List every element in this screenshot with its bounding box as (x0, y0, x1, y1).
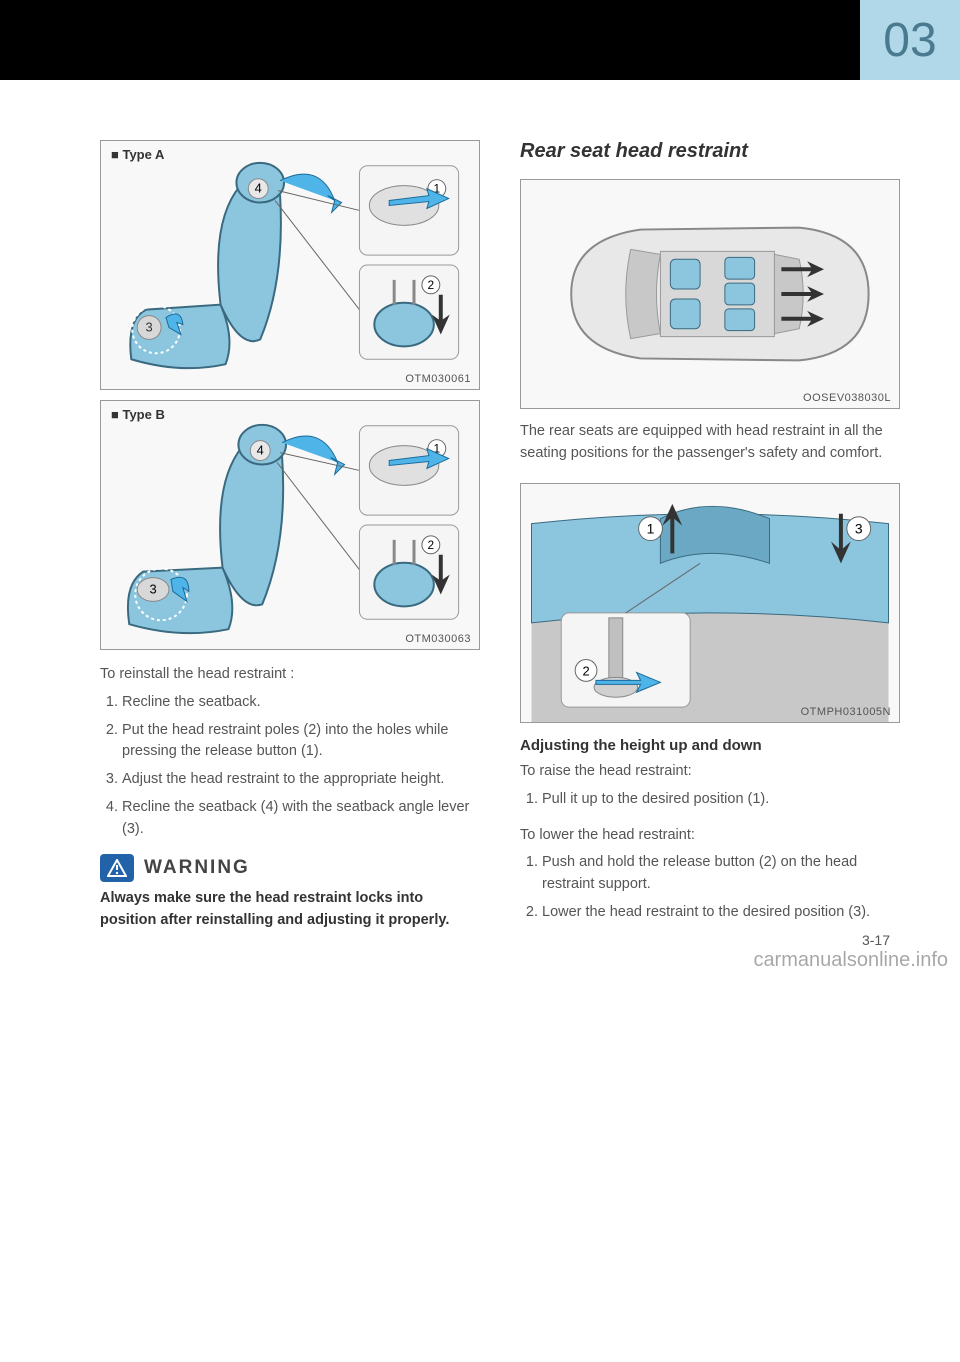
figure-rear-adjust: 1 3 2 OTMPH031005N (520, 483, 900, 723)
rear-headrest-svg: 1 3 2 (521, 484, 899, 722)
watermark: carmanualsonline.info (753, 949, 948, 972)
page-number: 3-17 (862, 932, 890, 948)
warning-header: WARNING (100, 854, 480, 882)
svg-text:2: 2 (428, 278, 435, 292)
list-item: Recline the seatback (4) with the seatba… (122, 797, 480, 841)
warning-icon (100, 854, 134, 882)
svg-text:2: 2 (428, 538, 435, 552)
chapter-number: 03 (883, 13, 936, 68)
right-column: Rear seat head restraint (520, 140, 900, 938)
car-top-svg (521, 180, 899, 408)
reinstall-intro: To reinstall the head restraint : (100, 664, 480, 686)
section-heading: Rear seat head restraint (520, 140, 900, 163)
figure-type-a: ■ Type A 3 4 (100, 140, 480, 390)
warning-block: WARNING Always make sure the head restra… (100, 854, 480, 932)
figure-code: OTM030061 (405, 373, 471, 385)
svg-text:4: 4 (255, 181, 262, 196)
rear-intro-text: The rear seats are equipped with head re… (520, 421, 900, 465)
chapter-tab: 03 (860, 0, 960, 80)
seat-diagram-a-svg: 3 4 1 (101, 141, 479, 389)
svg-text:1: 1 (647, 520, 655, 536)
figure-code: OTMPH031005N (801, 706, 891, 718)
raise-steps: Pull it up to the desired position (1). (520, 789, 900, 811)
svg-text:3: 3 (855, 520, 863, 536)
figure-code: OTM030063 (405, 633, 471, 645)
list-item: Lower the head restraint to the desired … (542, 902, 900, 924)
seat-diagram-b-svg: 3 4 1 2 (101, 401, 479, 649)
svg-text:2: 2 (582, 663, 589, 678)
figure-code: OOSEV038030L (803, 392, 891, 404)
svg-text:3: 3 (150, 581, 157, 596)
list-item: Pull it up to the desired position (1). (542, 789, 900, 811)
figure-top-view: OOSEV038030L (520, 179, 900, 409)
page-header: 03 (0, 0, 960, 80)
raise-intro: To raise the head restraint: (520, 761, 900, 783)
list-item: Adjust the head restraint to the appropr… (122, 769, 480, 791)
reinstall-steps: Recline the seatback. Put the head restr… (100, 692, 480, 841)
figure-label: ■ Type B (111, 407, 165, 422)
header-black-bar (0, 0, 960, 80)
svg-text:3: 3 (146, 319, 153, 334)
lower-steps: Push and hold the release button (2) on … (520, 852, 900, 923)
list-item: Recline the seatback. (122, 692, 480, 714)
sub-heading: Adjusting the height up and down (520, 735, 900, 758)
list-item: Push and hold the release button (2) on … (542, 852, 900, 896)
figure-label: ■ Type A (111, 147, 164, 162)
list-item: Put the head restraint poles (2) into th… (122, 720, 480, 764)
warning-title: WARNING (144, 857, 250, 879)
figure-type-b: ■ Type B 3 4 1 (100, 400, 480, 650)
left-column: ■ Type A 3 4 (100, 140, 480, 938)
lower-intro: To lower the head restraint: (520, 825, 900, 847)
page-content: ■ Type A 3 4 (0, 80, 960, 978)
warning-text: Always make sure the head restraint lock… (100, 888, 480, 932)
svg-text:4: 4 (257, 443, 264, 458)
